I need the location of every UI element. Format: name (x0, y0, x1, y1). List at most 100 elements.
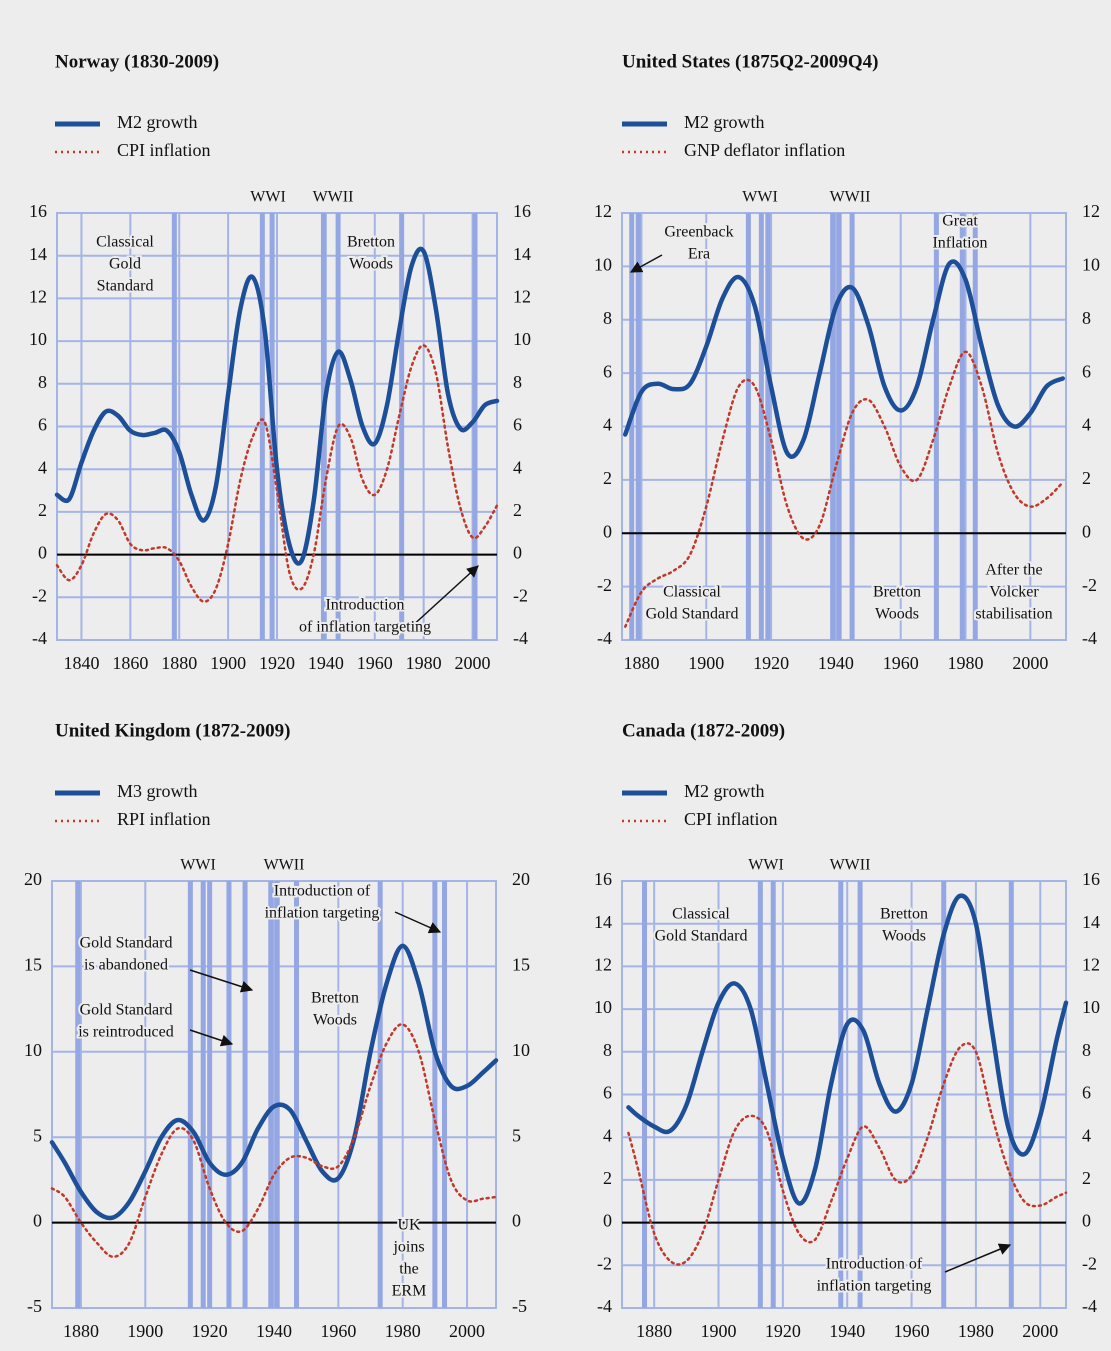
y-tick-label: 6 (603, 1083, 612, 1103)
y2-tick-label: -2 (1082, 575, 1097, 595)
series-line (626, 893, 1069, 1206)
x-tick-label: 1900 (127, 1321, 163, 1341)
y-tick-label: 5 (33, 1125, 42, 1145)
chart-title: Norway (1830-2009) (55, 51, 219, 72)
x-tick-label: 1920 (765, 1321, 801, 1341)
annotation: Great (942, 213, 978, 230)
x-tick-label: 2000 (1012, 653, 1048, 673)
y2-tick-label: 10 (1082, 255, 1100, 275)
annotation: Bretton (880, 906, 928, 923)
annotation: Gold Standard (80, 1002, 173, 1019)
y-tick-label: 12 (594, 201, 612, 221)
legend-label: CPI inflation (117, 140, 211, 160)
series-line (54, 246, 500, 566)
annotation: Inflation (932, 235, 987, 252)
y-tick-label: 0 (603, 1211, 612, 1231)
x-tick-label: 1960 (894, 1321, 930, 1341)
chart-title: United Kingdom (1872-2009) (55, 720, 290, 741)
legend-label: CPI inflation (684, 809, 778, 829)
x-tick-label: 1960 (320, 1321, 356, 1341)
y-tick-label: 8 (603, 1040, 612, 1060)
annotation: Volcker (989, 584, 1039, 601)
annotation: Classical (96, 234, 154, 251)
y2-tick-label: 0 (1082, 1211, 1091, 1231)
annotation: Classical (663, 584, 721, 601)
annotation: Bretton (873, 584, 921, 601)
y2-tick-label: 5 (512, 1125, 521, 1145)
y-tick-label: 0 (38, 543, 47, 563)
annotation: Bretton (347, 234, 395, 251)
y2-tick-label: 2 (1082, 468, 1091, 488)
y-tick-label: 2 (603, 1168, 612, 1188)
x-tick-label: 1940 (829, 1321, 865, 1341)
annotation: ERM (392, 1283, 427, 1300)
y2-tick-label: 12 (1082, 201, 1100, 221)
y2-tick-label: -4 (1082, 1296, 1097, 1316)
annotation: After the (985, 562, 1042, 579)
y-tick-label: 14 (594, 912, 612, 932)
y-tick-label: 8 (603, 308, 612, 328)
annotation: WWI (250, 189, 286, 206)
y2-tick-label: 20 (512, 869, 530, 889)
y-tick-label: -4 (597, 628, 612, 648)
y2-tick-label: 10 (513, 329, 531, 349)
y2-tick-label: 12 (513, 287, 531, 307)
y2-tick-label: 15 (512, 955, 530, 975)
y2-tick-label: -4 (1082, 628, 1097, 648)
annotation: joins (392, 1239, 424, 1256)
annotation-arrow (394, 911, 442, 934)
y-tick-label: -5 (27, 1296, 42, 1316)
x-tick-label: 1980 (958, 1321, 994, 1341)
annotation: of inflation targeting (299, 619, 431, 636)
legend-label: GNP deflator inflation (684, 140, 845, 160)
legend-label: M2 growth (117, 112, 198, 132)
legend-label: M3 growth (117, 781, 198, 801)
x-tick-label: 1900 (688, 653, 724, 673)
x-tick-label: 1940 (256, 1321, 292, 1341)
series-line (623, 350, 1065, 628)
y2-tick-label: 6 (1082, 361, 1091, 381)
annotation: Gold Standard (646, 606, 739, 623)
annotation: Gold (109, 256, 141, 273)
y2-tick-label: 8 (1082, 308, 1091, 328)
y2-tick-label: -4 (513, 628, 528, 648)
y2-tick-label: 14 (1082, 912, 1100, 932)
annotation: the (399, 1261, 419, 1278)
x-tick-label: 2000 (455, 653, 491, 673)
x-tick-label: 1880 (161, 653, 197, 673)
y-tick-label: 2 (603, 468, 612, 488)
y-tick-label: 8 (38, 372, 47, 392)
x-tick-label: 1980 (406, 653, 442, 673)
y-tick-label: -2 (597, 575, 612, 595)
y-tick-label: 4 (38, 457, 47, 477)
y2-tick-label: -5 (512, 1296, 527, 1316)
series-line (49, 943, 499, 1221)
annotation-arrow (629, 254, 663, 273)
x-tick-label: 1840 (63, 653, 99, 673)
y-tick-label: 20 (24, 869, 42, 889)
y-tick-label: 10 (29, 329, 47, 349)
series-line (50, 1023, 498, 1259)
annotation: is abandoned (84, 957, 168, 974)
y2-tick-label: 4 (1082, 415, 1091, 435)
y2-tick-label: 10 (1082, 997, 1100, 1017)
annotation-arrow (944, 1243, 1012, 1273)
annotation: Classical (672, 906, 730, 923)
y-tick-label: -4 (597, 1296, 612, 1316)
y-tick-label: 16 (29, 201, 47, 221)
x-tick-label: 1900 (701, 1321, 737, 1341)
y2-tick-label: 0 (512, 1211, 521, 1231)
x-tick-label: 1920 (753, 653, 789, 673)
annotation-arrow (189, 1029, 234, 1047)
annotation: stabilisation (975, 606, 1052, 623)
y-tick-label: 10 (594, 997, 612, 1017)
y-tick-label: 0 (603, 521, 612, 541)
y2-tick-label: 2 (1082, 1168, 1091, 1188)
annotation: WWI (742, 189, 778, 206)
x-tick-label: 1980 (948, 653, 984, 673)
y2-tick-label: 8 (1082, 1040, 1091, 1060)
y-tick-label: 0 (33, 1211, 42, 1231)
x-tick-label: 1900 (210, 653, 246, 673)
x-tick-label: 1980 (385, 1321, 421, 1341)
